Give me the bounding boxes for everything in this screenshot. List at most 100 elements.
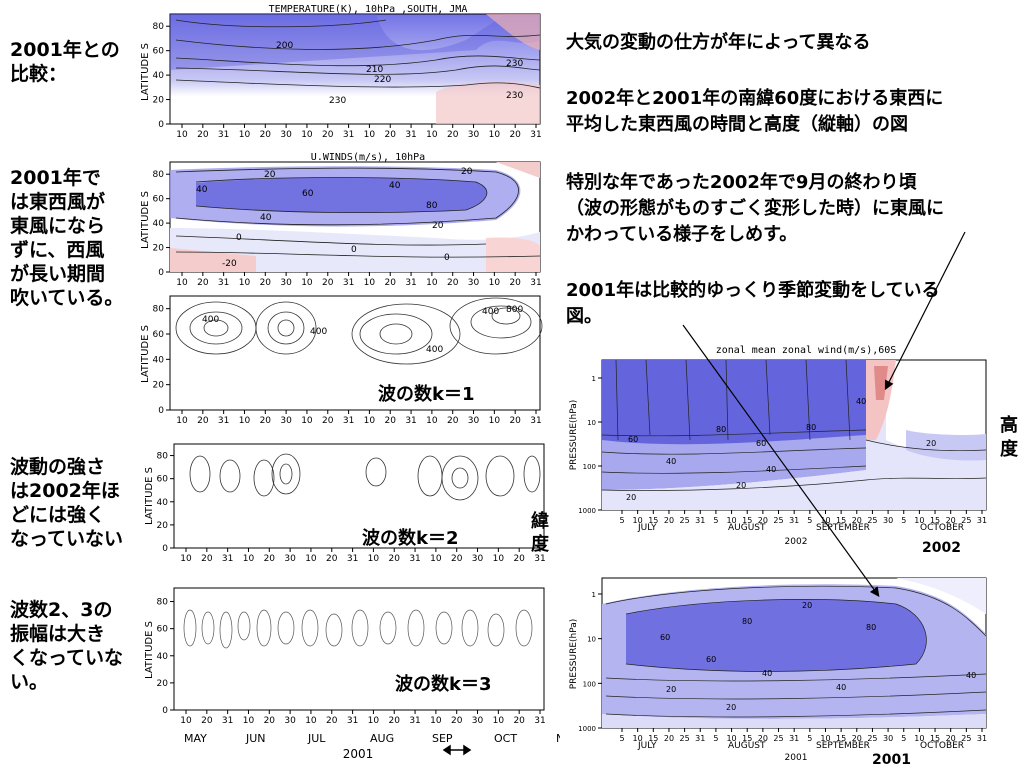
month-label: MAY xyxy=(184,732,207,745)
x-tick-label: 5 xyxy=(713,734,718,743)
x-tick-label: 30 xyxy=(468,416,480,426)
x-tick-label: 30 xyxy=(883,516,893,525)
y-tick-label: 80 xyxy=(153,22,165,32)
x-tick-label: 20 xyxy=(447,130,459,140)
contour-label: 400 xyxy=(202,315,219,325)
x-tick-label: 10 xyxy=(305,716,317,726)
x-tick-label: 31 xyxy=(222,554,233,564)
x-tick-label: 15 xyxy=(648,516,658,525)
y-axis-label: LATITUDE S xyxy=(144,467,155,525)
contour-label: 40 xyxy=(762,669,772,678)
x-tick-label: 10 xyxy=(368,554,380,564)
x-tick-label: 20 xyxy=(451,554,463,564)
x-tick-label: 20 xyxy=(509,416,521,426)
x-tick-label: 25 xyxy=(867,516,877,525)
year-label: 2001 xyxy=(785,753,808,763)
x-tick-label: 20 xyxy=(201,554,213,564)
x-tick-label: 15 xyxy=(742,734,752,743)
x-tick-label: 10 xyxy=(180,554,192,564)
y-tick-label: 40 xyxy=(153,219,165,229)
x-tick-label: 10 xyxy=(820,516,830,525)
year-2001-caption: 2001 xyxy=(872,752,911,768)
note-special-year: 特別な年であった2002年で9月の終わり頃 （波の形態がものすごく変形した時）に… xyxy=(566,172,944,245)
x-tick-label: 20 xyxy=(447,416,459,426)
x-tick-label: 20 xyxy=(322,278,334,288)
x-tick-label: 5 xyxy=(807,516,812,525)
x-tick-label: 15 xyxy=(836,734,846,743)
x-tick-label: 10 xyxy=(239,278,251,288)
month-label: JUL xyxy=(307,732,326,745)
x-tick-label: 31 xyxy=(695,516,705,525)
month-label: AUG xyxy=(370,732,394,745)
chart-title: U.WINDS(m/s), 10hPa xyxy=(311,152,425,163)
x-tick-label: 10 xyxy=(176,416,188,426)
y-tick-label: 40 xyxy=(157,498,169,508)
x-tick-label: 5 xyxy=(901,516,906,525)
uwind-chart: U.WINDS(m/s), 10hPa 20 20 40 40 60 80 40… xyxy=(136,148,546,288)
x-tick-label: 20 xyxy=(852,734,862,743)
contour-label: 40 xyxy=(856,397,866,406)
y-axis-label: LATITUDE S xyxy=(140,191,151,249)
contour-label: 20 xyxy=(432,221,444,231)
month-label: AUGUST xyxy=(728,523,766,533)
y-tick-label: 60 xyxy=(157,475,169,485)
month-label: JULY xyxy=(637,741,657,751)
month-label: N xyxy=(556,732,560,745)
x-tick-label: 30 xyxy=(280,278,292,288)
y-tick-label: 40 xyxy=(153,71,165,81)
x-tick-label: 10 xyxy=(914,516,924,525)
x-tick-label: 20 xyxy=(260,130,272,140)
contour-label: 60 xyxy=(660,633,670,642)
y-tick-label: 80 xyxy=(157,598,169,608)
x-tick-label: 20 xyxy=(385,278,397,288)
x-tick-label: 10 xyxy=(430,716,442,726)
x-tick-label: 31 xyxy=(530,130,541,140)
x-tick-label: 10 xyxy=(239,130,251,140)
x-tick-label: 20 xyxy=(664,734,674,743)
x-tick-label: 20 xyxy=(758,734,768,743)
x-tick-label: 25 xyxy=(680,516,690,525)
y-axis-label: LATITUDE S xyxy=(140,43,151,101)
y-tick-label: 80 xyxy=(153,305,165,315)
x-tick-label: 5 xyxy=(619,516,624,525)
x-tick-label: 10 xyxy=(176,130,188,140)
contour-label: 40 xyxy=(966,671,976,680)
contour-label: 40 xyxy=(389,181,401,191)
contour-label: 40 xyxy=(196,185,208,195)
x-tick-label: 31 xyxy=(409,554,420,564)
x-tick-label: 20 xyxy=(201,716,213,726)
x-tick-label: 30 xyxy=(472,554,484,564)
arrow-to-2002 xyxy=(884,231,966,391)
x-tick-label: 20 xyxy=(385,130,397,140)
month-label: JULY xyxy=(637,523,657,533)
contour-label: 220 xyxy=(374,75,391,85)
x-tick-label: 31 xyxy=(218,130,229,140)
note-2001-seasonal: 2001年は比較的ゆっくり季節変動をしている 図。 xyxy=(566,280,940,327)
month-label: SEPTEMBER xyxy=(816,741,870,751)
y-tick-label: 0 xyxy=(162,544,168,554)
y-axis-label: LATITUDE S xyxy=(144,621,155,679)
x-tick-label: 31 xyxy=(530,278,541,288)
zonal-wind-2001-chart: 60 80 80 60 40 40 20 40 20 20 PRESSURE(h… xyxy=(566,574,996,764)
contour-label: 20 xyxy=(264,170,276,180)
contour-label: 20 xyxy=(736,481,746,490)
contour-label: 230 xyxy=(329,96,346,106)
y-tick-label: 0 xyxy=(158,406,164,416)
x-tick-label: 10 xyxy=(301,130,313,140)
september-arrow xyxy=(442,744,472,756)
x-tick-label: 31 xyxy=(343,416,354,426)
y-tick-label: 0 xyxy=(158,268,164,278)
contour-label: 400 xyxy=(310,327,327,337)
contour-label: 60 xyxy=(302,189,314,199)
month-label: OCTOBER xyxy=(920,741,964,751)
note-wave-amplitude: 波数2、3の 振幅は大き くなっていな い。 xyxy=(10,599,124,693)
x-tick-label: 20 xyxy=(451,716,463,726)
x-tick-label: 25 xyxy=(680,734,690,743)
contour-label: 230 xyxy=(506,59,523,69)
chart-title: TEMPERATURE(K), 10hPa ,SOUTH, JMA xyxy=(269,4,468,15)
x-tick-label: 20 xyxy=(322,130,334,140)
y-axis-label: LATITUDE S xyxy=(140,325,151,383)
x-tick-label: 10 xyxy=(726,734,736,743)
x-tick-label: 15 xyxy=(648,734,658,743)
x-tick-label: 10 xyxy=(489,416,501,426)
